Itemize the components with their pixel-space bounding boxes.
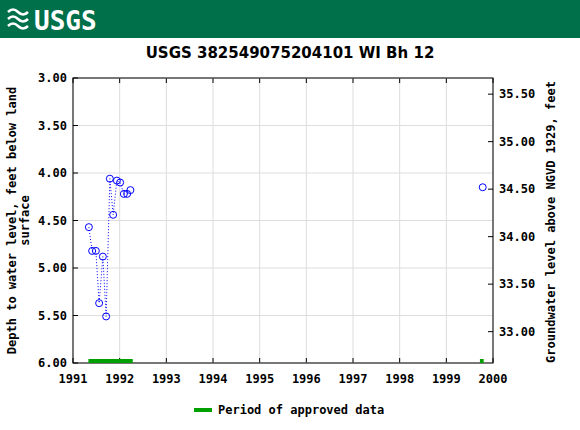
y2-tick-label: 35.00 <box>499 135 535 149</box>
tick <box>73 315 78 316</box>
tick <box>166 78 167 83</box>
x-tick-label: 1991 <box>59 372 88 386</box>
data-point <box>99 253 106 260</box>
y-axis-label: Depth to water level, feet below land <box>5 87 19 354</box>
tick <box>446 78 447 83</box>
y-tick-label: 5.00 <box>38 261 67 275</box>
title: USGS 382549075204101 WI Bh 12 <box>146 44 435 62</box>
grid-line <box>73 125 493 126</box>
y2-tick-label: 33.00 <box>499 325 535 339</box>
plot-frame <box>73 78 493 363</box>
tick <box>399 78 400 83</box>
logo: USGS <box>8 6 97 36</box>
tick <box>488 141 493 142</box>
data-point <box>106 175 113 182</box>
y2-tick-label: 35.50 <box>499 87 535 101</box>
y-tick-label: 3.50 <box>38 119 67 133</box>
tick <box>73 173 78 174</box>
grid-line <box>73 315 493 316</box>
tick <box>353 358 354 363</box>
y-tick-label: 5.50 <box>38 309 67 323</box>
x-tick-label: 2000 <box>479 372 508 386</box>
x-tick-label: 1995 <box>245 372 274 386</box>
approved-period <box>480 359 484 363</box>
y2-tick-label: 33.50 <box>499 277 535 291</box>
tick <box>73 125 78 126</box>
tick <box>488 189 493 190</box>
y-tick-label: 3.00 <box>38 71 67 85</box>
tick <box>488 331 493 332</box>
grid-line <box>73 220 493 221</box>
tick <box>259 358 260 363</box>
y2-tick-label: 34.50 <box>499 182 535 196</box>
logo-wave <box>8 17 28 22</box>
tick <box>73 268 78 269</box>
tick <box>488 284 493 285</box>
data-point <box>110 211 117 218</box>
y2-tick-label: 34.00 <box>499 230 535 244</box>
tick <box>73 220 78 221</box>
y-tick-label: 4.50 <box>38 214 67 228</box>
approved-period <box>88 359 132 363</box>
data-point <box>96 300 103 307</box>
grid-line <box>73 268 493 269</box>
tick <box>259 78 260 83</box>
legend-label: Period of approved data <box>218 403 384 417</box>
x-tick-label: 1997 <box>339 372 368 386</box>
x-tick-label: 1999 <box>432 372 461 386</box>
tick <box>119 78 120 83</box>
data-point <box>479 184 486 191</box>
legend-swatch <box>194 408 212 412</box>
tick <box>353 78 354 83</box>
x-tick-label: 1998 <box>385 372 414 386</box>
y-axis-label: surface <box>18 195 32 246</box>
x-tick-label: 1996 <box>292 372 321 386</box>
y-tick-label: 4.00 <box>38 166 67 180</box>
header-bar <box>0 0 580 38</box>
x-tick-label: 1992 <box>105 372 134 386</box>
tick <box>446 358 447 363</box>
tick <box>488 94 493 95</box>
data-point <box>103 313 110 320</box>
x-tick-label: 1994 <box>199 372 228 386</box>
data-point <box>127 187 134 194</box>
logo-wave <box>8 24 28 29</box>
tick <box>213 358 214 363</box>
grid-line <box>73 173 493 174</box>
tick <box>306 358 307 363</box>
plot-area <box>85 175 486 363</box>
chart: USGS USGS 382549075204101 WI Bh 12 1991 199… <box>0 0 580 430</box>
y-tick-label: 6.00 <box>38 356 67 370</box>
logo-text: USGS <box>34 6 97 36</box>
tick <box>306 78 307 83</box>
tick <box>399 358 400 363</box>
data-point <box>92 247 99 254</box>
y2-axis-label: Groundwater level above NGVD 1929, feet <box>544 81 558 363</box>
x-tick-label: 1993 <box>152 372 181 386</box>
series-line <box>89 179 131 317</box>
logo-wave <box>8 10 28 15</box>
tick <box>488 236 493 237</box>
tick <box>213 78 214 83</box>
data-point <box>85 224 92 231</box>
data-point <box>117 179 124 186</box>
tick <box>166 358 167 363</box>
